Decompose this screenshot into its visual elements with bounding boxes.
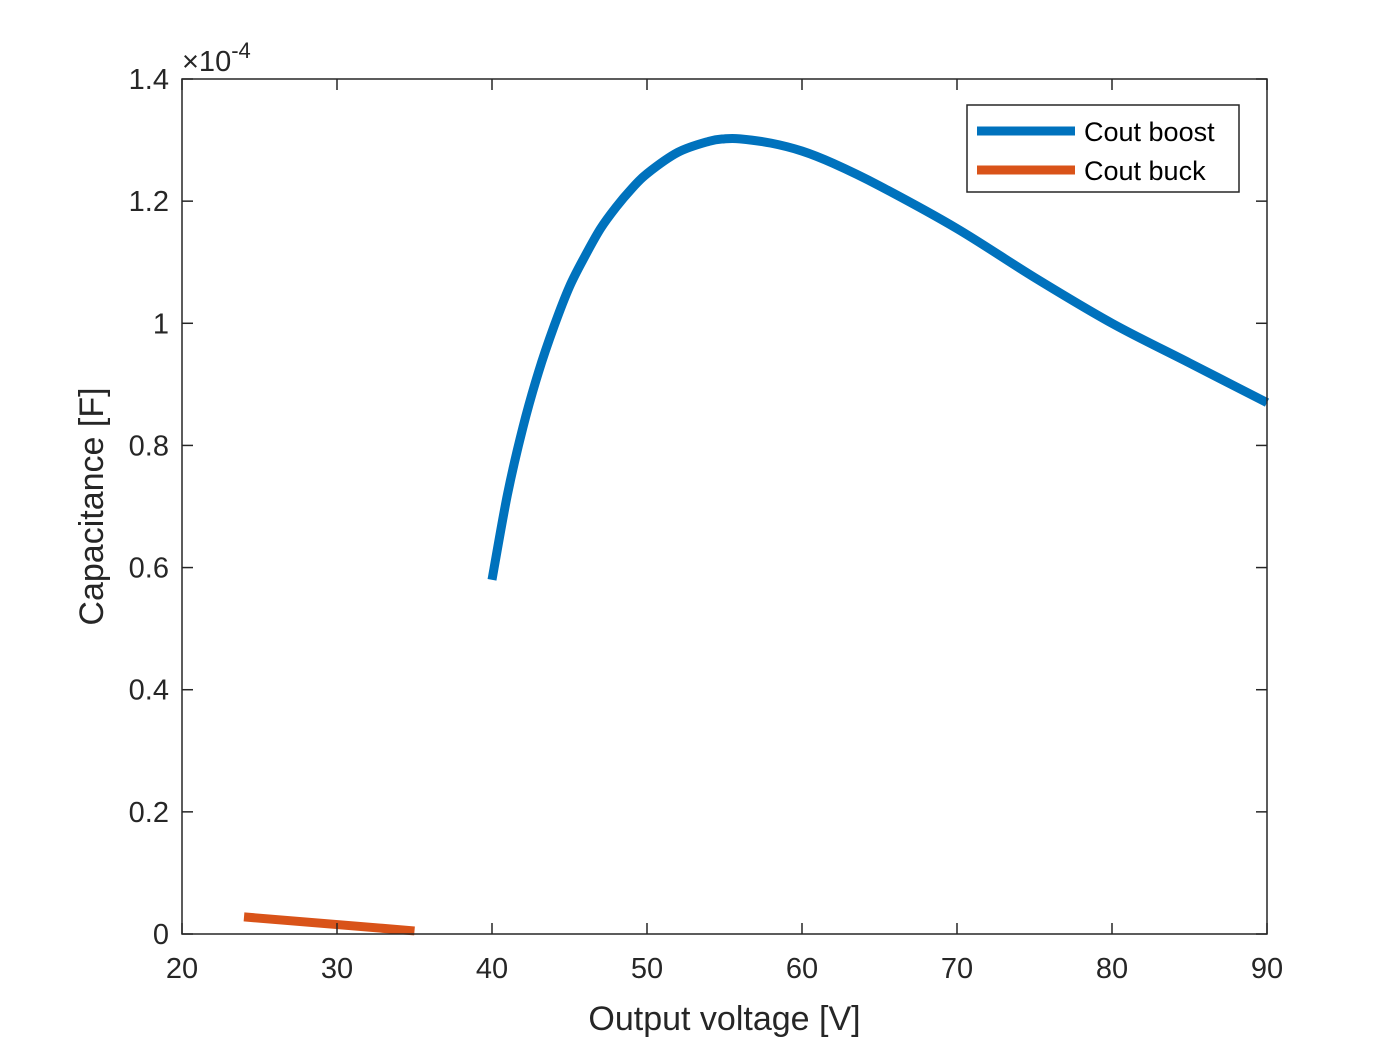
- x-tick-label: 70: [941, 953, 973, 985]
- y-tick-label: 0.2: [129, 797, 169, 829]
- legend-box: [966, 104, 1240, 193]
- y-tick-label: 0: [153, 919, 169, 951]
- y-tick-label: 1.2: [129, 186, 169, 218]
- y-axis-ticks: 0 0.2 0.4 0.6 0.8 1 1.2 1.4: [129, 64, 1267, 951]
- legend: Cout boost Cout buck: [966, 104, 1240, 193]
- x-tick-label: 20: [166, 953, 198, 985]
- x-tick-label: 50: [631, 953, 663, 985]
- x-tick-label: 40: [476, 953, 508, 985]
- legend-label-cout-boost: Cout boost: [1084, 117, 1215, 147]
- series-line-cout-buck: [243, 912, 415, 936]
- y-exponent-multiplier: ×10-4: [182, 38, 251, 78]
- x-tick-label: 30: [321, 953, 353, 985]
- legend-label-cout-buck: Cout buck: [1084, 156, 1206, 186]
- y-axis-title: Capacitance [F]: [73, 387, 111, 625]
- axes-box: [181, 78, 1268, 935]
- x-tick-label: 90: [1251, 953, 1283, 985]
- y-exponent-power: -4: [231, 38, 251, 63]
- x-tick-label: 60: [786, 953, 818, 985]
- y-tick-label: 0.6: [129, 553, 169, 585]
- y-exponent-base: ×10: [182, 46, 231, 78]
- plot-background: [182, 79, 1267, 934]
- y-tick-label: 1: [153, 308, 169, 340]
- y-tick-label: 0.8: [129, 430, 169, 462]
- y-tick-label: 0.4: [129, 675, 169, 707]
- series-layer: [243, 133, 1270, 936]
- axes-layer: [181, 78, 1268, 935]
- y-tick-label: 1.4: [129, 64, 169, 96]
- x-axis-title: Output voltage [V]: [588, 1000, 860, 1038]
- series-line-cout-boost: [487, 133, 1270, 581]
- x-axis-ticks: 20 30 40 50 60 70 80 90: [166, 79, 1283, 985]
- plot-area: [182, 79, 1267, 934]
- x-tick-label: 80: [1096, 953, 1128, 985]
